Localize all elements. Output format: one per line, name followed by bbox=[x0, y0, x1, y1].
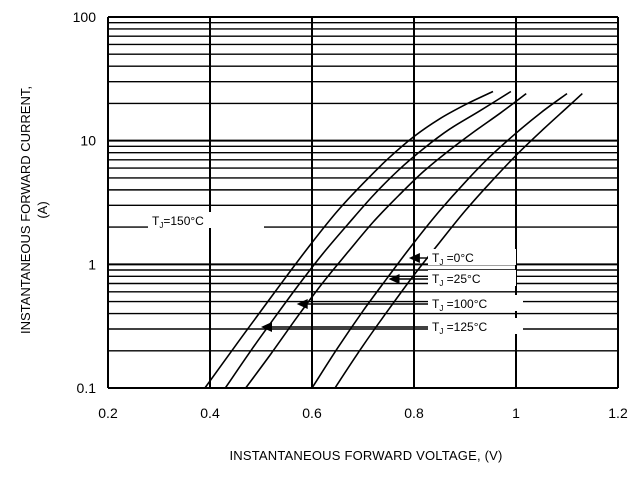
x-tick-label: 0.4 bbox=[200, 405, 220, 421]
curve-label-bg bbox=[428, 295, 523, 311]
grid bbox=[107, 16, 619, 389]
arrow-head bbox=[261, 322, 272, 332]
x-tick-label: 1 bbox=[512, 405, 520, 421]
x-tick-label: 0.8 bbox=[404, 405, 424, 421]
curve-label-bg bbox=[148, 212, 264, 228]
curve-label-bg bbox=[428, 318, 523, 334]
y-axis-title-line1: INSTANTANEOUS FORWARD CURRENT, bbox=[18, 86, 33, 334]
tick-labels: 0.2 0.4 0.6 0.8 1 1.2 0.1 1 10 100 bbox=[73, 9, 628, 421]
arrow-head bbox=[296, 299, 308, 309]
arrow-head bbox=[408, 253, 420, 263]
curve-labels: TJ=150°C TJ =125°C TJ =100°C TJ =25°C TJ =0°… bbox=[148, 212, 523, 336]
curve-label-bg bbox=[428, 249, 516, 265]
curves bbox=[204, 90, 583, 389]
y-tick-label: 0.1 bbox=[77, 380, 97, 396]
curve-label: TJ =125°C bbox=[432, 320, 488, 336]
y-axis-title: INSTANTANEOUS FORWARD CURRENT, (A) bbox=[4, 30, 64, 390]
y-tick-label: 10 bbox=[80, 133, 96, 149]
x-tick-label: 0.2 bbox=[98, 405, 118, 421]
curve-label: TJ =0°C bbox=[432, 251, 474, 267]
x-axis-title: INSTANTANEOUS FORWARD VOLTAGE, (V) bbox=[229, 448, 503, 463]
y-tick-label: 1 bbox=[88, 256, 96, 272]
curve-label-bg bbox=[428, 270, 516, 286]
curve-label: TJ =25°C bbox=[432, 272, 481, 288]
curve-label: TJ=150°C bbox=[152, 214, 204, 230]
x-tick-label: 0.6 bbox=[302, 405, 322, 421]
curve-label: TJ =100°C bbox=[432, 297, 488, 313]
curve-tj100c bbox=[245, 92, 527, 389]
y-tick-label: 100 bbox=[73, 9, 97, 25]
curve-tj0c bbox=[334, 93, 583, 389]
curve-tj25c bbox=[311, 92, 568, 389]
x-tick-label: 1.2 bbox=[608, 405, 628, 421]
curve-tj150c bbox=[204, 90, 494, 389]
arrow-head bbox=[388, 274, 400, 284]
y-axis-title-line2: (A) bbox=[35, 201, 50, 219]
